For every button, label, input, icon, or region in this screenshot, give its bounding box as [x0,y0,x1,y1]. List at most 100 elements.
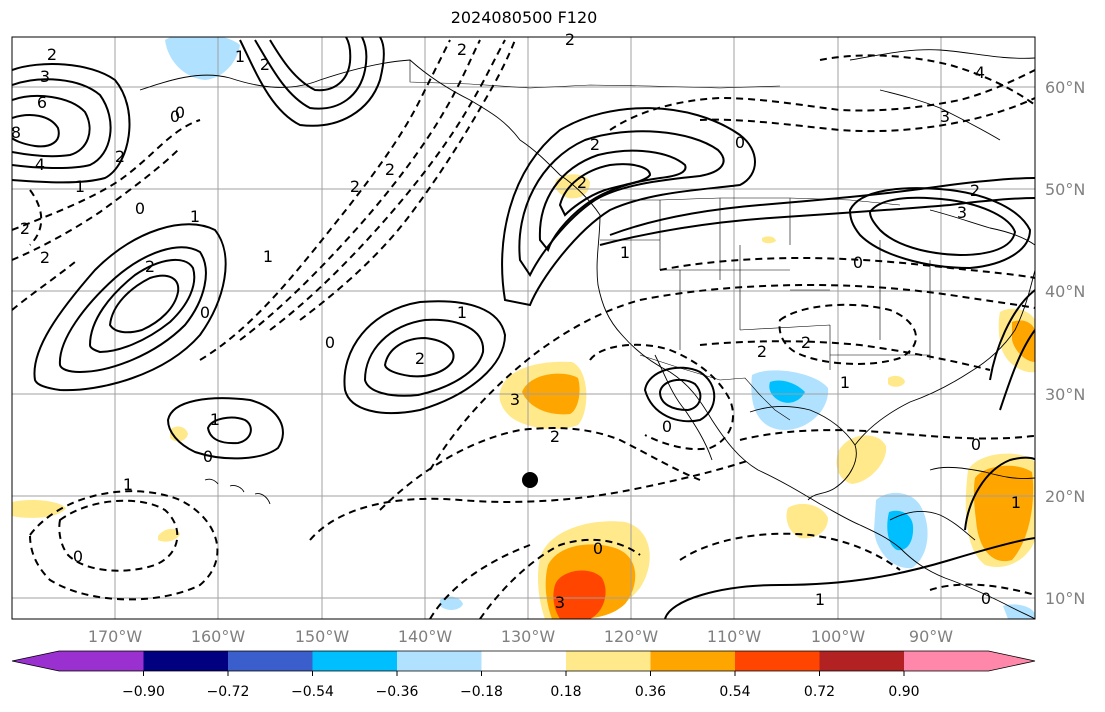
contour-solid-northern-jet-1 [609,177,1035,236]
colorbar-segment [481,651,566,671]
contour-label: 0 [593,539,603,558]
lat-tick-label: 30°N [1045,385,1085,404]
contour-label: 3 [40,67,50,86]
fill-orange-caribbean [973,465,1034,562]
contour-solid-gulf-alaska-1 [239,37,385,127]
border-alaska-canada [409,60,781,89]
contour-solid-subtropical-ridge-outer [343,300,507,414]
colorbar-tick-label: −0.72 [207,684,250,700]
coastline-pacific [139,59,1035,619]
contour-label: 1 [1011,493,1021,512]
contour-label: 2 [577,173,587,192]
colorbar-ticks [143,671,905,676]
lon-tick-label: 90°W [909,627,953,646]
contour-solid-pnw-ridge-mid [518,130,725,277]
contour-solid-pnw-ridge-outer [501,107,756,307]
contour-label: 2 [415,349,425,368]
contour-dashed-conus-3 [699,340,991,371]
contour-solid-alaska-mid [12,78,112,170]
fill-light-blue-alaska [165,37,240,80]
contour-label: 4 [35,155,45,174]
contour-label: 2 [385,160,395,179]
contour-label: 0 [200,303,210,322]
contour-label: 2 [350,177,360,196]
coastline-hawaii [204,478,271,505]
lon-tick-label: 150°W [295,627,350,646]
contour-label: 0 [203,447,213,466]
contour-label: 2 [40,248,50,267]
fill-yellow-small-c [888,375,905,387]
graticule [12,37,1035,619]
contour-label: 8 [11,123,21,142]
contour-label: 4 [975,63,985,82]
fill-red-tropical [553,570,606,619]
contour-label: 1 [815,590,825,609]
contour-label: 0 [735,133,745,152]
contour-solid-northern-jet-2 [599,197,1035,246]
contour-dashed-subtrop-1 [429,299,641,471]
contour-solid-baja-high-inner [658,378,702,412]
colorbar: −0.90 −0.72 −0.54 −0.36 −0.18 0.18 0.36 … [11,650,1036,700]
contour-solid-subtropical-high-inner [88,258,196,354]
contour-dashed-canada-3 [819,54,1035,106]
lon-tick-label: 110°W [707,627,762,646]
contour-label: 1 [620,243,630,262]
colorbar-tick-label: −0.18 [460,684,503,700]
contour-solid-hawaii-high [166,397,284,460]
contour-label: 3 [510,390,520,409]
contour-solid-gulf-alaska-3 [269,37,352,92]
colorbar-segment [650,651,735,671]
contour-solid-subtropical-ridge-core [383,336,455,378]
colorbar-tick-label: 0.54 [719,684,750,700]
contour-dashed-tropical-2 [429,544,531,619]
contour-label: 0 [135,199,145,218]
contour-dashed-west-1 [12,119,201,231]
contour-solid-gulf-alaska-2 [254,37,368,110]
lon-tick-label: 140°W [398,627,453,646]
colorbar-segment [397,651,482,671]
contour-dashed-trough-1 [199,39,451,361]
fill-blue-mexico [769,380,805,403]
contour-dashed-subtrop-3 [309,459,751,541]
contour-label: 6 [37,93,47,112]
contour-solid-pnw-ridge-inner [538,149,687,253]
contour-dashed-hawaii-low [28,490,219,601]
contour-label: 1 [235,47,245,66]
contour-solid-caribbean [964,456,1035,531]
contour-label: 2 [260,55,270,74]
fill-yellow-gulf [836,435,887,484]
fill-orange-east-coast [1012,320,1035,362]
contour-label: 0 [175,103,185,122]
colorbar-tick-label: 0.90 [888,684,919,700]
lon-tick-label: 100°W [811,627,866,646]
contour-label: 1 [263,247,273,266]
contour-dashed-canada-1 [609,69,1035,131]
contour-label: 2 [145,257,155,276]
fill-yellow-mexico-coast [786,503,828,539]
contour-dashed-canada-2 [699,97,1035,133]
contour-solid-alaska-outer [12,63,131,184]
contour-label: 0 [981,589,991,608]
contour-solid-alaska-core [12,114,60,148]
shaded-anomaly-fills [12,37,1035,619]
coastline-yucatan [889,510,976,541]
lon-tick-label: 160°W [191,627,246,646]
contour-label: 2 [590,135,600,154]
coastline-hudson [849,49,1035,61]
contour-solid-hawaii-high-inner [206,416,252,445]
contour-solid-alaska-inner [12,95,91,158]
lon-tick-label: 130°W [501,627,556,646]
fill-blue-central-america [887,510,914,551]
contour-solid-subtropical-high-mid [58,246,207,374]
contour-label: 1 [840,373,850,392]
colorbar-segment [312,651,397,671]
lat-tick-label: 20°N [1045,487,1085,506]
contour-solid-baja-high [643,366,716,423]
contour-solid-subtropical-high-core [108,274,180,334]
coastline-gulf-coast [854,269,1035,446]
contour-label: 0 [662,417,672,436]
contour-dashed-west-3 [12,261,76,311]
contour-solid-subtropical-high-outer [33,223,227,392]
contour-label: 1 [457,303,467,322]
colorbar-tick-label: 0.36 [635,684,666,700]
